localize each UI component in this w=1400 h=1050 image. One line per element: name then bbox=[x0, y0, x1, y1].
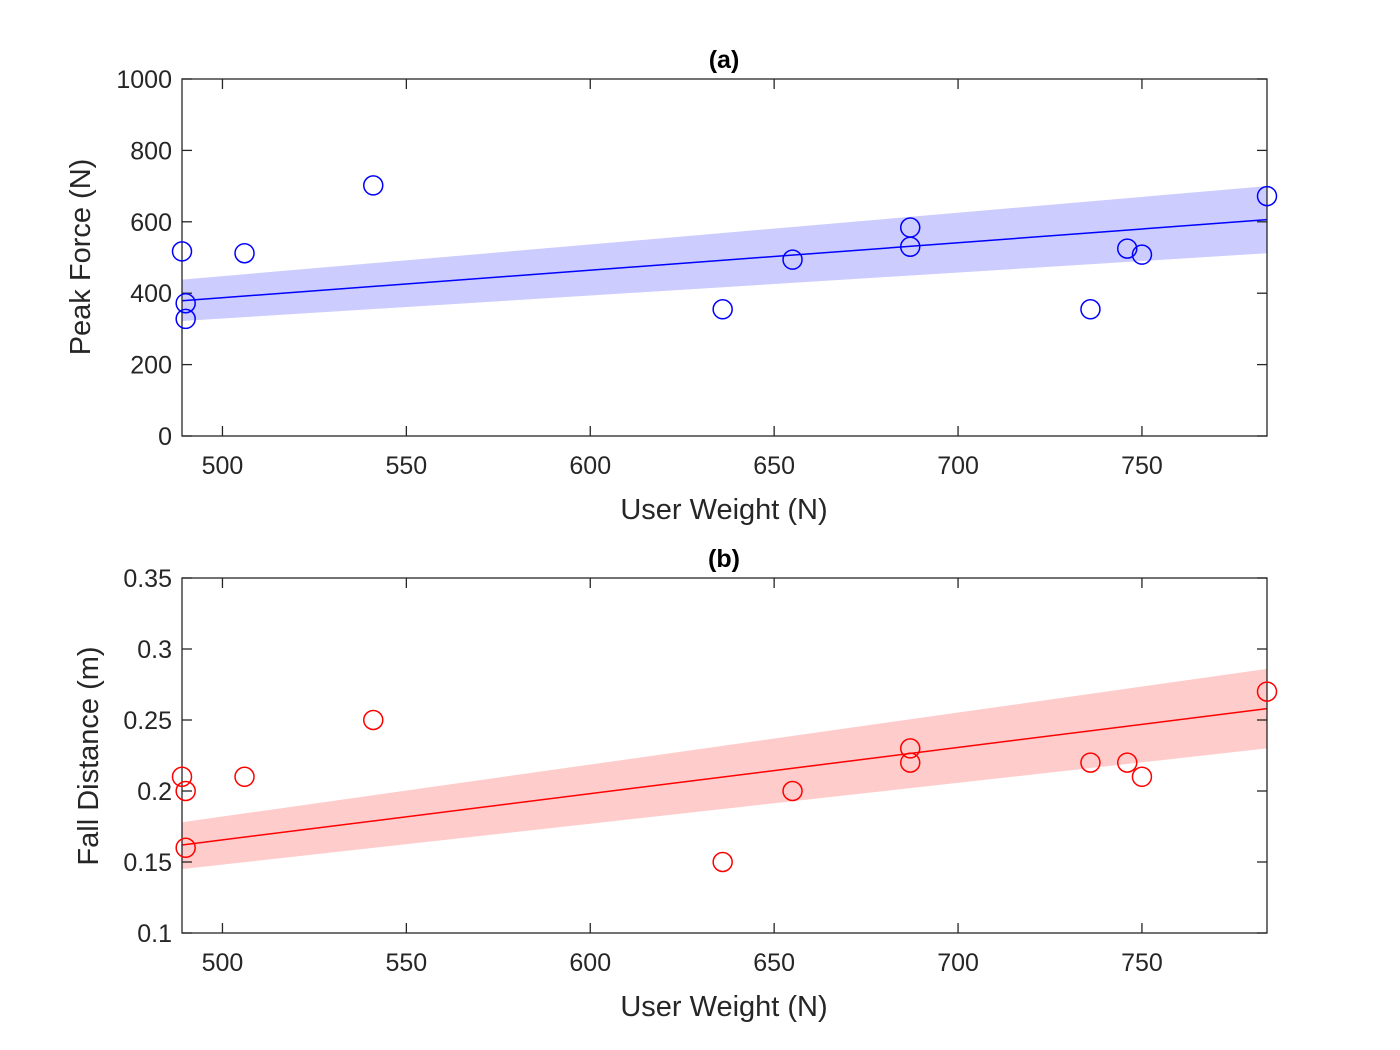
data-point-b bbox=[1131, 766, 1153, 788]
y-tick-label-b: 0.15 bbox=[123, 849, 172, 877]
y-tick-label-b: 0.35 bbox=[123, 565, 172, 593]
plot-area-frame-a bbox=[181, 78, 1268, 437]
y-tick-label-a: 1000 bbox=[116, 66, 172, 94]
data-point-a bbox=[899, 236, 921, 258]
data-point-a bbox=[171, 241, 193, 262]
x-tick-label-b: 500 bbox=[202, 949, 244, 977]
data-point-b bbox=[171, 766, 193, 788]
panel-title-b: (b) bbox=[708, 545, 740, 573]
data-point-a bbox=[782, 249, 803, 270]
y-tick-label-a: 400 bbox=[130, 280, 172, 308]
data-point-b bbox=[899, 752, 921, 773]
y-tick-label-a: 200 bbox=[130, 352, 172, 380]
data-point-b bbox=[363, 709, 384, 731]
data-point-a bbox=[234, 242, 255, 264]
y-tick-label-b: 0.2 bbox=[137, 778, 172, 806]
data-point-a bbox=[1256, 185, 1278, 207]
y-tick-label-a: 600 bbox=[130, 209, 172, 237]
x-axis-label-a: User Weight (N) bbox=[620, 494, 827, 526]
data-point-a bbox=[175, 308, 196, 330]
x-tick-label-a: 650 bbox=[753, 452, 795, 480]
x-tick-label-b: 550 bbox=[385, 949, 427, 977]
y-axis-label-a: Peak Force (N) bbox=[65, 159, 97, 356]
data-point-b bbox=[1080, 752, 1101, 773]
data-point-a bbox=[712, 299, 733, 320]
x-tick-label-b: 600 bbox=[569, 949, 611, 977]
x-axis-label-b: User Weight (N) bbox=[620, 991, 827, 1023]
data-point-b bbox=[1116, 752, 1138, 773]
data-point-b bbox=[175, 837, 196, 859]
data-point-b bbox=[1256, 681, 1278, 702]
data-point-b bbox=[175, 780, 196, 802]
data-point-a bbox=[363, 175, 384, 196]
y-tick-label-b: 0.25 bbox=[123, 707, 172, 735]
plot-area-frame-b bbox=[181, 577, 1268, 934]
panel-b: 500 550 600 650 700 7500.10.150.20.250.30.35 … bbox=[73, 545, 1278, 1023]
x-tick-label-a: 750 bbox=[1121, 452, 1163, 480]
x-tick-label-a: 550 bbox=[385, 452, 427, 480]
data-point-a bbox=[1131, 244, 1153, 265]
data-point-a bbox=[175, 292, 196, 314]
confidence-band-b bbox=[182, 668, 1267, 870]
x-tick-label-b: 700 bbox=[937, 949, 979, 977]
confidence-band-a bbox=[182, 186, 1267, 322]
y-tick-label-a: 0 bbox=[158, 423, 172, 451]
x-tick-label-a: 500 bbox=[202, 452, 244, 480]
x-tick-label-a: 600 bbox=[569, 452, 611, 480]
y-axis-label-b: Fall Distance (m) bbox=[73, 646, 105, 865]
fit-line-b bbox=[181, 707, 1268, 846]
data-point-b bbox=[899, 738, 921, 759]
x-tick-label-a: 700 bbox=[937, 452, 979, 480]
data-point-b bbox=[782, 780, 803, 802]
data-point-a bbox=[1116, 238, 1138, 259]
y-tick-label-b: 0.1 bbox=[137, 920, 172, 948]
x-tick-label-b: 650 bbox=[753, 949, 795, 977]
y-tick-label-b: 0.3 bbox=[137, 636, 172, 664]
fit-line-a bbox=[181, 218, 1268, 302]
data-point-a bbox=[1080, 299, 1101, 320]
panel-title-a: (a) bbox=[709, 46, 740, 74]
y-tick-label-a: 800 bbox=[130, 137, 172, 165]
data-point-b bbox=[712, 851, 733, 873]
x-tick-label-b: 750 bbox=[1121, 949, 1163, 977]
data-point-b bbox=[234, 766, 255, 788]
